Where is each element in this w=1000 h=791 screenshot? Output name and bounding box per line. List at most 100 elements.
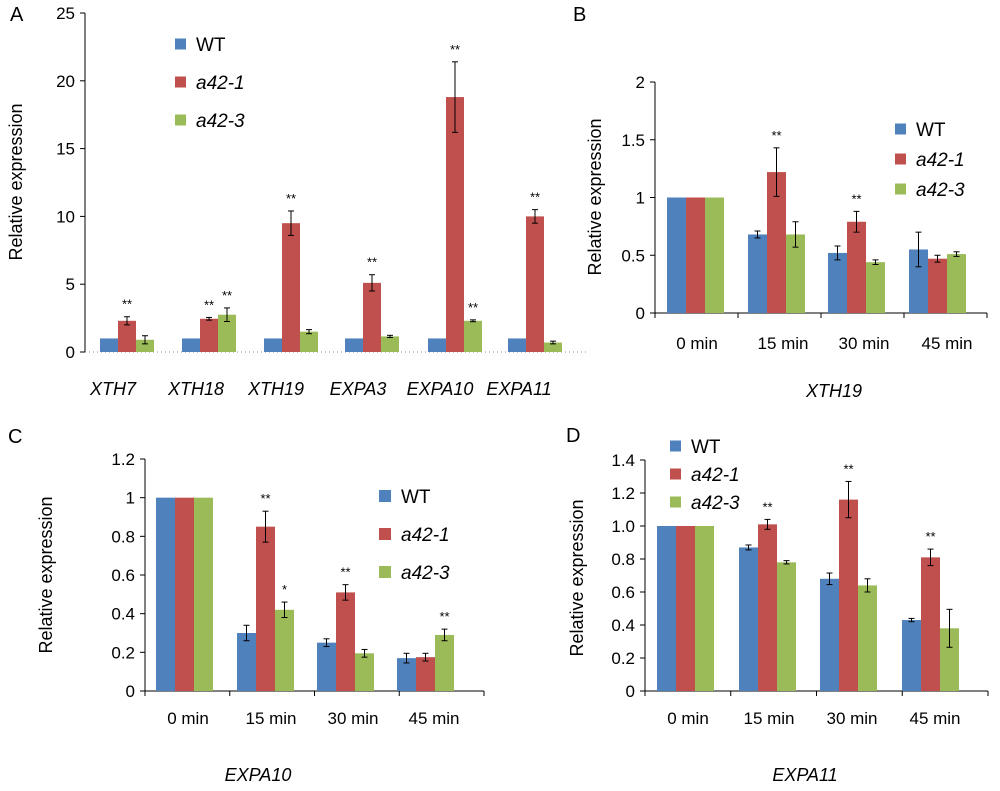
y-tick-label: 15: [56, 140, 75, 159]
significance-marker: *: [282, 582, 287, 597]
y-tick-label: 0: [126, 682, 135, 701]
y-tick-label: 0.4: [111, 605, 135, 624]
bar-a42-1: [416, 657, 435, 691]
bar-a42-3: [866, 262, 885, 313]
bar-a42-1: [847, 221, 866, 313]
bar-a42-1: [256, 526, 275, 691]
bar-a42-1: [686, 197, 705, 313]
bar-WT: [748, 234, 767, 313]
bar-a42-1: [363, 282, 381, 352]
panel-b: B 0 0.5 1 1.5 2 Relative expression ** ** 0 min 15…: [573, 4, 988, 401]
x-category-label: 45 min: [921, 334, 972, 353]
legend-swatch-a42-3: [175, 114, 186, 126]
x-axis-label: EXPA10: [225, 765, 292, 785]
x-category-label: EXPA10: [407, 379, 474, 399]
legend-label-a42-1: a42-1: [916, 150, 965, 171]
x-category-label: 30 min: [327, 709, 378, 728]
panel-letter: C: [8, 426, 22, 448]
y-tick-label: 1.5: [621, 131, 645, 150]
legend-label-a42-3: a42-3: [401, 563, 450, 584]
x-category-label: 30 min: [826, 709, 877, 728]
panel-a: A 0 5 10 15 20 25 Relative expression ** ** ** ** **…: [6, 4, 588, 399]
x-category-label: 45 min: [408, 709, 459, 728]
bar-WT: [902, 620, 921, 691]
significance-marker: **: [468, 300, 478, 315]
bar-a42-3: [695, 526, 714, 691]
y-tick-label: 0.2: [111, 643, 135, 662]
legend-swatch-WT: [895, 123, 906, 135]
bar-WT: [317, 642, 336, 691]
x-axis-label: EXPA11: [772, 765, 837, 785]
x-category-label: XTH19: [247, 379, 304, 399]
bar-WT: [820, 578, 839, 691]
bar-WT: [739, 547, 758, 691]
bar-WT: [657, 526, 676, 691]
significance-marker: **: [530, 190, 540, 205]
bar-a42-3: [705, 197, 724, 313]
x-category-label: XTH7: [89, 379, 137, 399]
legend-label-a42-1: a42-1: [196, 73, 245, 94]
legend-label-a42-1: a42-1: [691, 465, 740, 486]
bar-a42-3: [464, 320, 482, 352]
x-category-label: 0 min: [167, 709, 209, 728]
significance-marker: **: [222, 288, 232, 303]
x-axis-label: XTH19: [805, 381, 862, 401]
legend-label-a42-3: a42-3: [691, 493, 740, 514]
x-category-label: 30 min: [838, 334, 889, 353]
y-tick-label: 0: [626, 682, 635, 701]
y-axis-label: Relative expression: [36, 496, 56, 653]
significance-marker: **: [771, 128, 781, 143]
significance-marker: **: [340, 565, 350, 580]
y-tick-label: 0.8: [611, 550, 635, 569]
legend-swatch-a42-1: [379, 528, 391, 540]
y-axis-label: Relative expression: [6, 103, 26, 260]
y-tick-label: 10: [56, 207, 75, 226]
bar-WT: [156, 497, 175, 691]
bar-a42-1: [336, 592, 355, 691]
bar-WT: [397, 658, 416, 691]
x-category-label: 15 min: [245, 709, 296, 728]
legend-swatch-a42-3: [379, 566, 391, 578]
legend-label-a42-1: a42-1: [401, 525, 450, 546]
bar-a42-3: [355, 653, 374, 691]
y-tick-label: 0.6: [111, 566, 135, 585]
y-tick-label: 1.0: [611, 517, 635, 536]
bar-WT: [508, 338, 526, 352]
y-tick-label: 20: [56, 72, 75, 91]
bar-a42-1: [282, 223, 300, 352]
x-category-label: 15 min: [757, 334, 808, 353]
x-category-label: 45 min: [909, 709, 960, 728]
significance-marker: **: [439, 609, 449, 624]
bar-WT: [667, 197, 686, 313]
bar-a42-1: [921, 557, 940, 691]
bar-a42-3: [786, 234, 805, 313]
y-tick-label: 2: [636, 73, 645, 92]
legend-label-WT: WT: [916, 120, 946, 141]
x-category-label: XTH18: [167, 379, 224, 399]
bar-a42-1: [676, 526, 695, 691]
bar-a42-1: [928, 258, 947, 313]
panel-letter: B: [573, 4, 586, 26]
bar-a42-3: [940, 628, 959, 691]
y-tick-label: 0.4: [611, 616, 635, 635]
bar-a42-1: [767, 172, 786, 313]
bar-a42-1: [175, 497, 194, 691]
x-category-label: 0 min: [676, 334, 718, 353]
panel-letter: A: [10, 4, 24, 26]
significance-marker: **: [286, 191, 296, 206]
bar-WT: [264, 338, 282, 352]
legend-swatch-a42-3: [895, 183, 906, 195]
legend-swatch-a42-1: [175, 76, 186, 88]
legend-label-a42-3: a42-3: [916, 180, 965, 201]
bar-a42-1: [839, 499, 858, 691]
bar-a42-3: [381, 336, 399, 352]
x-category-label: EXPA3: [330, 379, 387, 399]
x-category-label: 0 min: [667, 709, 709, 728]
legend-label-WT: WT: [691, 437, 721, 458]
y-tick-label: 1.4: [611, 451, 635, 470]
bar-a42-3: [544, 342, 562, 352]
y-tick-label: 0.8: [111, 527, 135, 546]
y-tick-label: 1.2: [611, 484, 635, 503]
legend-label-WT: WT: [196, 35, 226, 56]
